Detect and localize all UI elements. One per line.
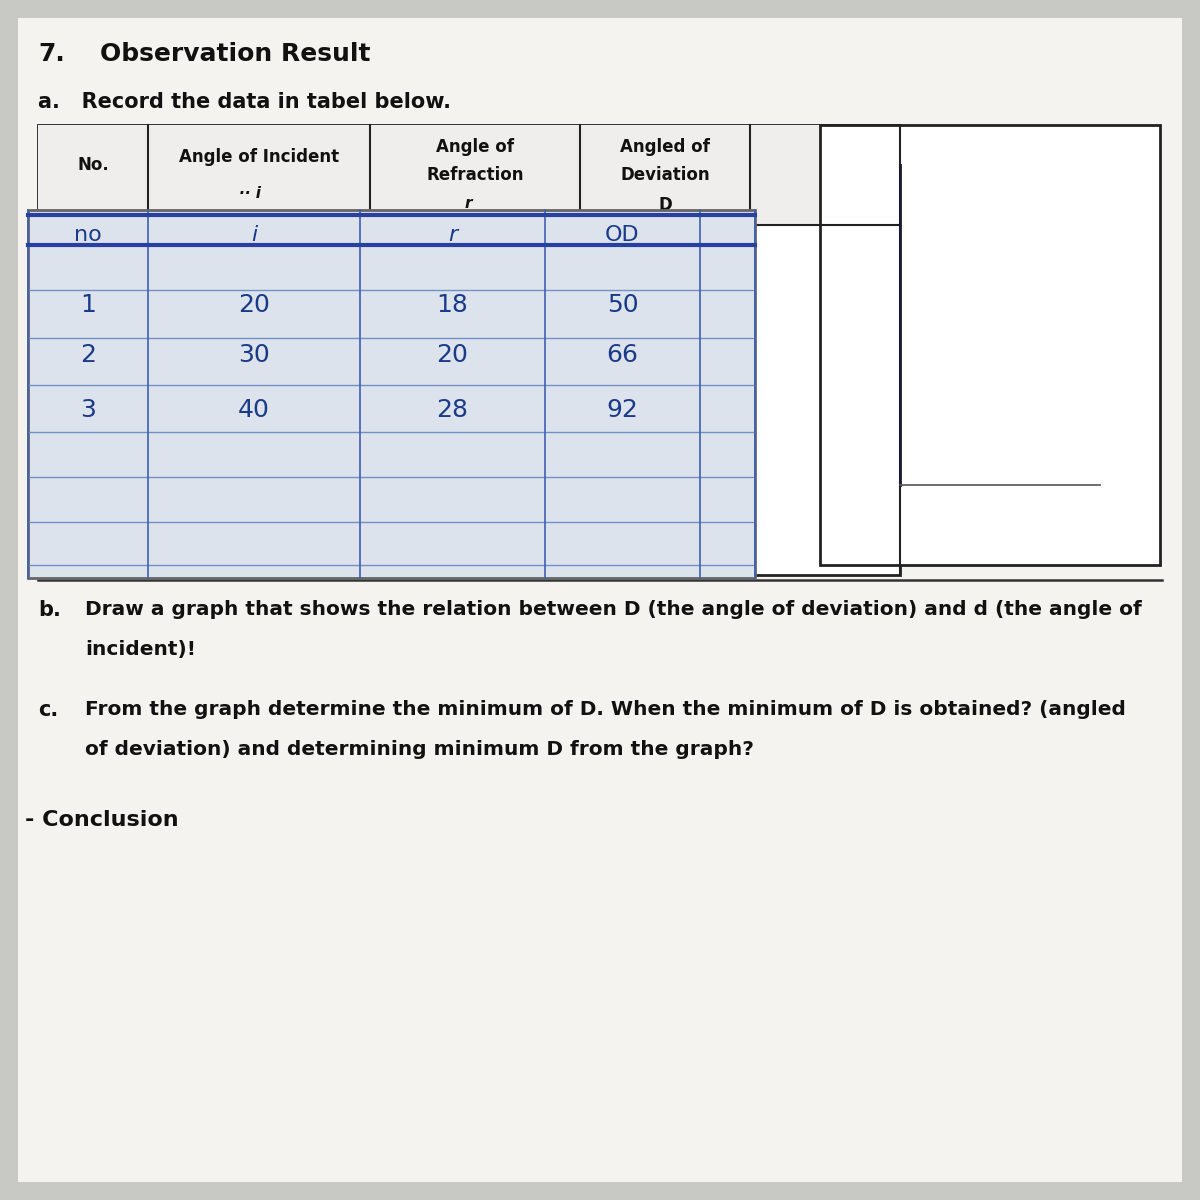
Text: c.: c.: [38, 700, 59, 720]
Text: a.   Record the data in tabel below.: a. Record the data in tabel below.: [38, 92, 451, 112]
Text: 28: 28: [437, 398, 468, 422]
Text: ·· i: ·· i: [239, 186, 262, 200]
Bar: [28, 210, 755, 578]
Text: Refraction: Refraction: [426, 166, 523, 184]
Text: Angle of: Angle of: [436, 138, 514, 156]
Text: 50: 50: [607, 293, 638, 317]
Text: r: r: [448, 226, 457, 245]
Text: - Conclusion: - Conclusion: [25, 810, 179, 830]
Bar: [38, 125, 900, 226]
Text: r: r: [466, 196, 473, 210]
Text: 30: 30: [238, 343, 270, 367]
Text: Observation Result: Observation Result: [100, 42, 371, 66]
Text: 1: 1: [80, 293, 96, 317]
Text: Draw a graph that shows the relation between D (the angle of deviation) and d (t: Draw a graph that shows the relation bet…: [85, 600, 1141, 619]
Text: 20: 20: [238, 293, 270, 317]
Text: incident)!: incident)!: [85, 640, 196, 659]
Text: 20: 20: [437, 343, 468, 367]
Text: 7.: 7.: [38, 42, 65, 66]
Text: 66: 66: [606, 343, 638, 367]
Text: 18: 18: [437, 293, 468, 317]
Text: b.: b.: [38, 600, 61, 620]
Text: no: no: [74, 226, 102, 245]
Text: From the graph determine the minimum of D. When the minimum of D is obtained? (a: From the graph determine the minimum of …: [85, 700, 1126, 719]
Text: OD: OD: [605, 226, 640, 245]
Text: Angled of: Angled of: [620, 138, 710, 156]
Text: Angle of Incident: Angle of Incident: [179, 148, 340, 166]
Bar: [38, 125, 900, 575]
Bar: [820, 125, 1160, 565]
Text: of deviation) and determining minimum D from the graph?: of deviation) and determining minimum D …: [85, 740, 754, 758]
Text: 92: 92: [606, 398, 638, 422]
Text: No.: No.: [77, 156, 109, 174]
Text: D: D: [658, 196, 672, 214]
Text: 40: 40: [238, 398, 270, 422]
Text: 2: 2: [80, 343, 96, 367]
Text: 3: 3: [80, 398, 96, 422]
Text: Deviation: Deviation: [620, 166, 710, 184]
Text: i: i: [251, 226, 257, 245]
